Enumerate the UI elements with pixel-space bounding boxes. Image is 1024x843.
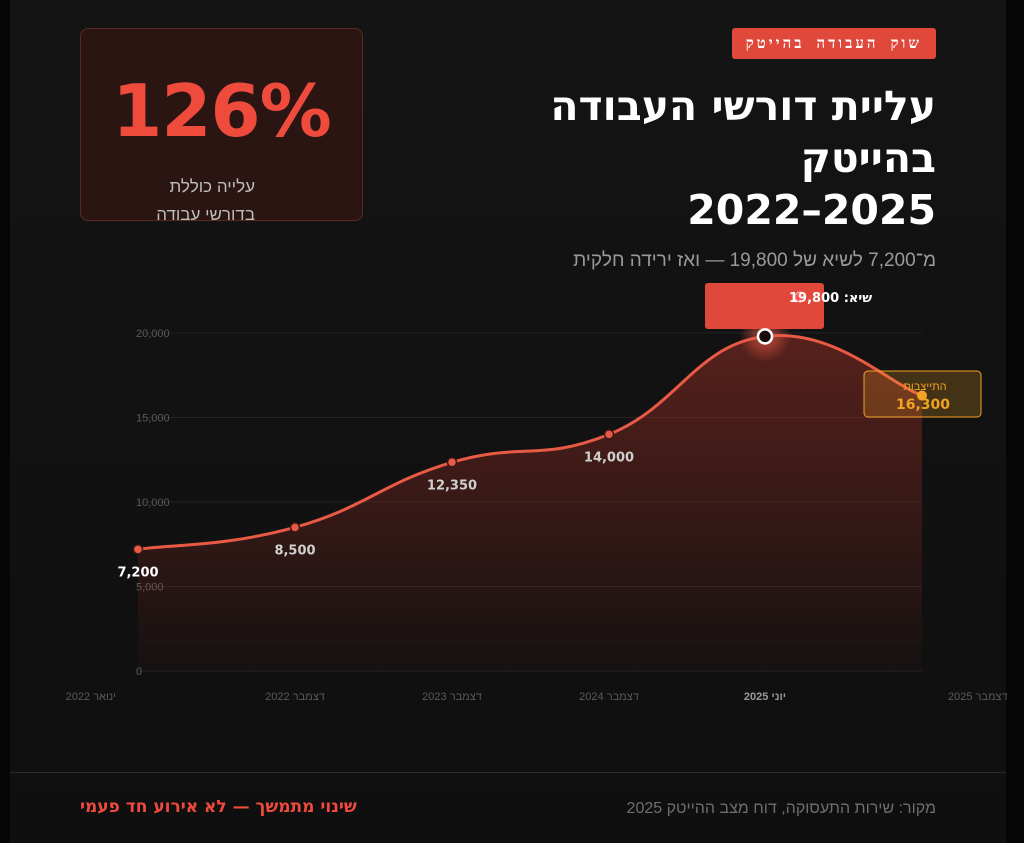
page-title: עליית דורשי העבודה בהייטק 2022–2025 <box>466 80 936 236</box>
stat-value: 126% <box>112 69 331 153</box>
plateau-value: 16,300 <box>896 397 950 413</box>
y-tick-label: 10,000 <box>136 497 170 509</box>
stat-label-line-2: בדורשי עבודה <box>156 205 255 224</box>
x-tick-label: דצמבר 2024 <box>579 691 639 703</box>
data-point <box>917 390 927 401</box>
topic-tag: שוק העבודה בהייטק <box>731 28 936 59</box>
data-point <box>289 522 301 533</box>
peak-dot-icon <box>794 291 806 303</box>
x-tick-label: דצמבר 2025 <box>948 691 1008 703</box>
data-label: 8,500 <box>274 543 315 558</box>
title-line-3: 2022–2025 <box>687 186 936 234</box>
x-tick-label: דצמבר 2023 <box>422 691 482 703</box>
peak-callout <box>705 283 824 329</box>
x-tick-label: ינואר 2022 <box>66 691 116 703</box>
data-point <box>446 457 458 468</box>
data-label: 7,200 <box>117 565 158 580</box>
area-fill <box>138 335 922 671</box>
source-note: מקור: שירות התעסוקה, דוח מצב ההייטק 2025 <box>626 800 936 817</box>
data-label: 14,000 <box>584 450 634 465</box>
title-line-1: עליית דורשי העבודה <box>550 82 936 130</box>
y-tick-label: 20,000 <box>136 328 170 340</box>
footer-tagline: שינוי מתמשך — לא אירוע חד פעמי <box>80 797 357 817</box>
plateau-label: התייצבות <box>903 381 946 393</box>
y-tick-label: 0 <box>136 666 142 678</box>
data-point <box>603 429 615 440</box>
peak-label: שיא: 19,800 <box>789 291 872 306</box>
stat-card: 126% עלייה כוללת בדורשי עבודה <box>80 28 363 224</box>
stat-label: עלייה כוללת בדורשי עבודה <box>115 173 255 229</box>
x-tick-label: יוני 2025 <box>744 691 786 703</box>
subtitle: מ־7,200 לשיא של 19,800 — ואז ירידה חלקית <box>573 250 936 271</box>
title-line-2: בהייטק <box>800 134 936 182</box>
footer-divider <box>10 772 1006 773</box>
x-tick-label: דצמבר 2022 <box>265 691 325 703</box>
stat-label-line-1: עלייה כוללת <box>169 177 255 196</box>
data-point <box>132 544 144 555</box>
y-tick-label: 15,000 <box>136 413 170 425</box>
data-point-peak <box>756 328 774 345</box>
data-label: 12,350 <box>427 478 477 493</box>
